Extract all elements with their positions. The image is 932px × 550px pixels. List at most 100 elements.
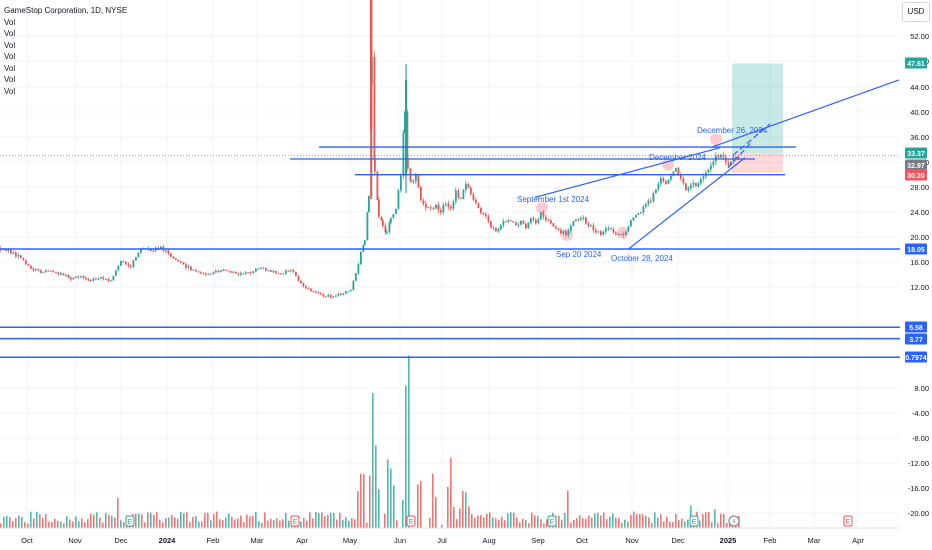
highlight-marker: [710, 133, 722, 146]
candle-body: [437, 204, 440, 211]
candle-body: [450, 206, 452, 209]
candle-body: [570, 225, 572, 231]
candle-body: [15, 252, 17, 257]
volume-bar: [240, 515, 242, 528]
volume-bar: [267, 520, 269, 528]
price-badge: 18.05: [905, 243, 927, 255]
candle-body: [415, 175, 417, 182]
volume-bar: [447, 486, 449, 528]
candle-body: [380, 216, 383, 221]
price-badge: 32.97: [905, 159, 927, 171]
trend-line: [534, 147, 721, 198]
candle-body: [360, 251, 362, 265]
candle-body: [235, 271, 237, 274]
candle-body: [45, 270, 47, 272]
candle-body: [175, 258, 177, 260]
candle-body: [366, 212, 369, 241]
volume-bar: [237, 518, 239, 528]
candle-body: [585, 217, 587, 224]
volume-bar: [702, 514, 704, 528]
volume-bar: [711, 522, 713, 528]
volume-bar: [492, 517, 494, 528]
price-badge-label: 33.37: [907, 151, 925, 158]
volume-bar: [18, 515, 20, 528]
candle-body: [397, 190, 400, 209]
candle-body: [55, 271, 57, 273]
candle-body: [612, 229, 615, 233]
earnings-marker-box: [843, 515, 853, 527]
candle-body: [417, 175, 420, 188]
earnings-marker[interactable]: E: [689, 515, 699, 527]
candle-body: [240, 273, 242, 275]
volume-bar: [93, 514, 95, 528]
price-badge-bg: [905, 57, 927, 69]
candle-body: [170, 253, 172, 257]
volume-bar: [123, 522, 125, 528]
price-candles: [0, 0, 740, 299]
earnings-marker[interactable]: E: [547, 515, 557, 527]
volume-bar: [609, 516, 611, 528]
candle-body: [465, 183, 467, 190]
volume-bar: [327, 514, 329, 528]
volume-bar: [150, 512, 152, 528]
volume-bar: [486, 513, 488, 528]
candle-body: [712, 161, 715, 166]
candle-body: [517, 224, 520, 226]
symbol-title[interactable]: GameStop Corporation, 1D, NYSE: [4, 6, 128, 15]
candle-body: [547, 219, 550, 221]
volume-bar: [336, 519, 338, 528]
volume-bar: [231, 516, 233, 528]
candle-body: [587, 223, 590, 226]
candle-body: [572, 221, 575, 226]
volume-bar: [57, 520, 59, 528]
earnings-marker[interactable]: E: [406, 515, 416, 527]
candle-body: [195, 269, 197, 272]
candle-body: [245, 272, 247, 274]
currency-button[interactable]: USD: [902, 2, 930, 22]
volume-bar: [195, 515, 197, 528]
volume-bar: [360, 473, 362, 528]
candle-body: [37, 269, 40, 271]
volume-bar: [258, 521, 260, 528]
candle-body: [717, 155, 720, 158]
volume-bar: [78, 521, 80, 528]
candle-body: [272, 271, 275, 273]
candle-body: [625, 231, 627, 235]
candle-body: [197, 271, 200, 273]
candle-body: [427, 207, 430, 209]
volume-bar: [96, 512, 98, 528]
candle-body: [355, 273, 357, 281]
volume-bar: [456, 519, 458, 528]
candle-body: [67, 275, 70, 278]
candle-body: [127, 264, 130, 266]
candle-body: [285, 270, 287, 274]
candle-body: [347, 291, 350, 293]
candle-body: [320, 293, 322, 295]
candle-body: [560, 230, 562, 234]
candle-body: [312, 291, 315, 293]
earnings-marker[interactable]: E: [290, 515, 300, 527]
volume-bar: [30, 511, 32, 528]
volume-label: Vol: [4, 40, 16, 50]
earnings-marker[interactable]: E: [125, 515, 135, 527]
dividend-marker[interactable]: ⚡: [728, 515, 740, 527]
volume-bar: [525, 519, 527, 528]
earnings-marker[interactable]: E: [843, 515, 853, 527]
candle-body: [172, 256, 175, 259]
candle-body: [657, 183, 660, 190]
volume-bar: [522, 518, 524, 528]
candle-body: [102, 277, 105, 280]
candle-body: [492, 227, 495, 229]
candle-body: [455, 190, 457, 202]
time-tick-label: 2024: [159, 536, 177, 545]
price-badge-bg: [905, 243, 927, 255]
candle-body: [727, 162, 730, 166]
price-badge-label: 47.61: [907, 61, 925, 68]
time-tick-label: Apr: [296, 536, 308, 545]
candle-body: [247, 272, 250, 274]
candle-body: [490, 221, 492, 228]
candle-body: [60, 273, 62, 275]
candle-body: [305, 286, 307, 289]
volume-bar: [435, 496, 437, 528]
